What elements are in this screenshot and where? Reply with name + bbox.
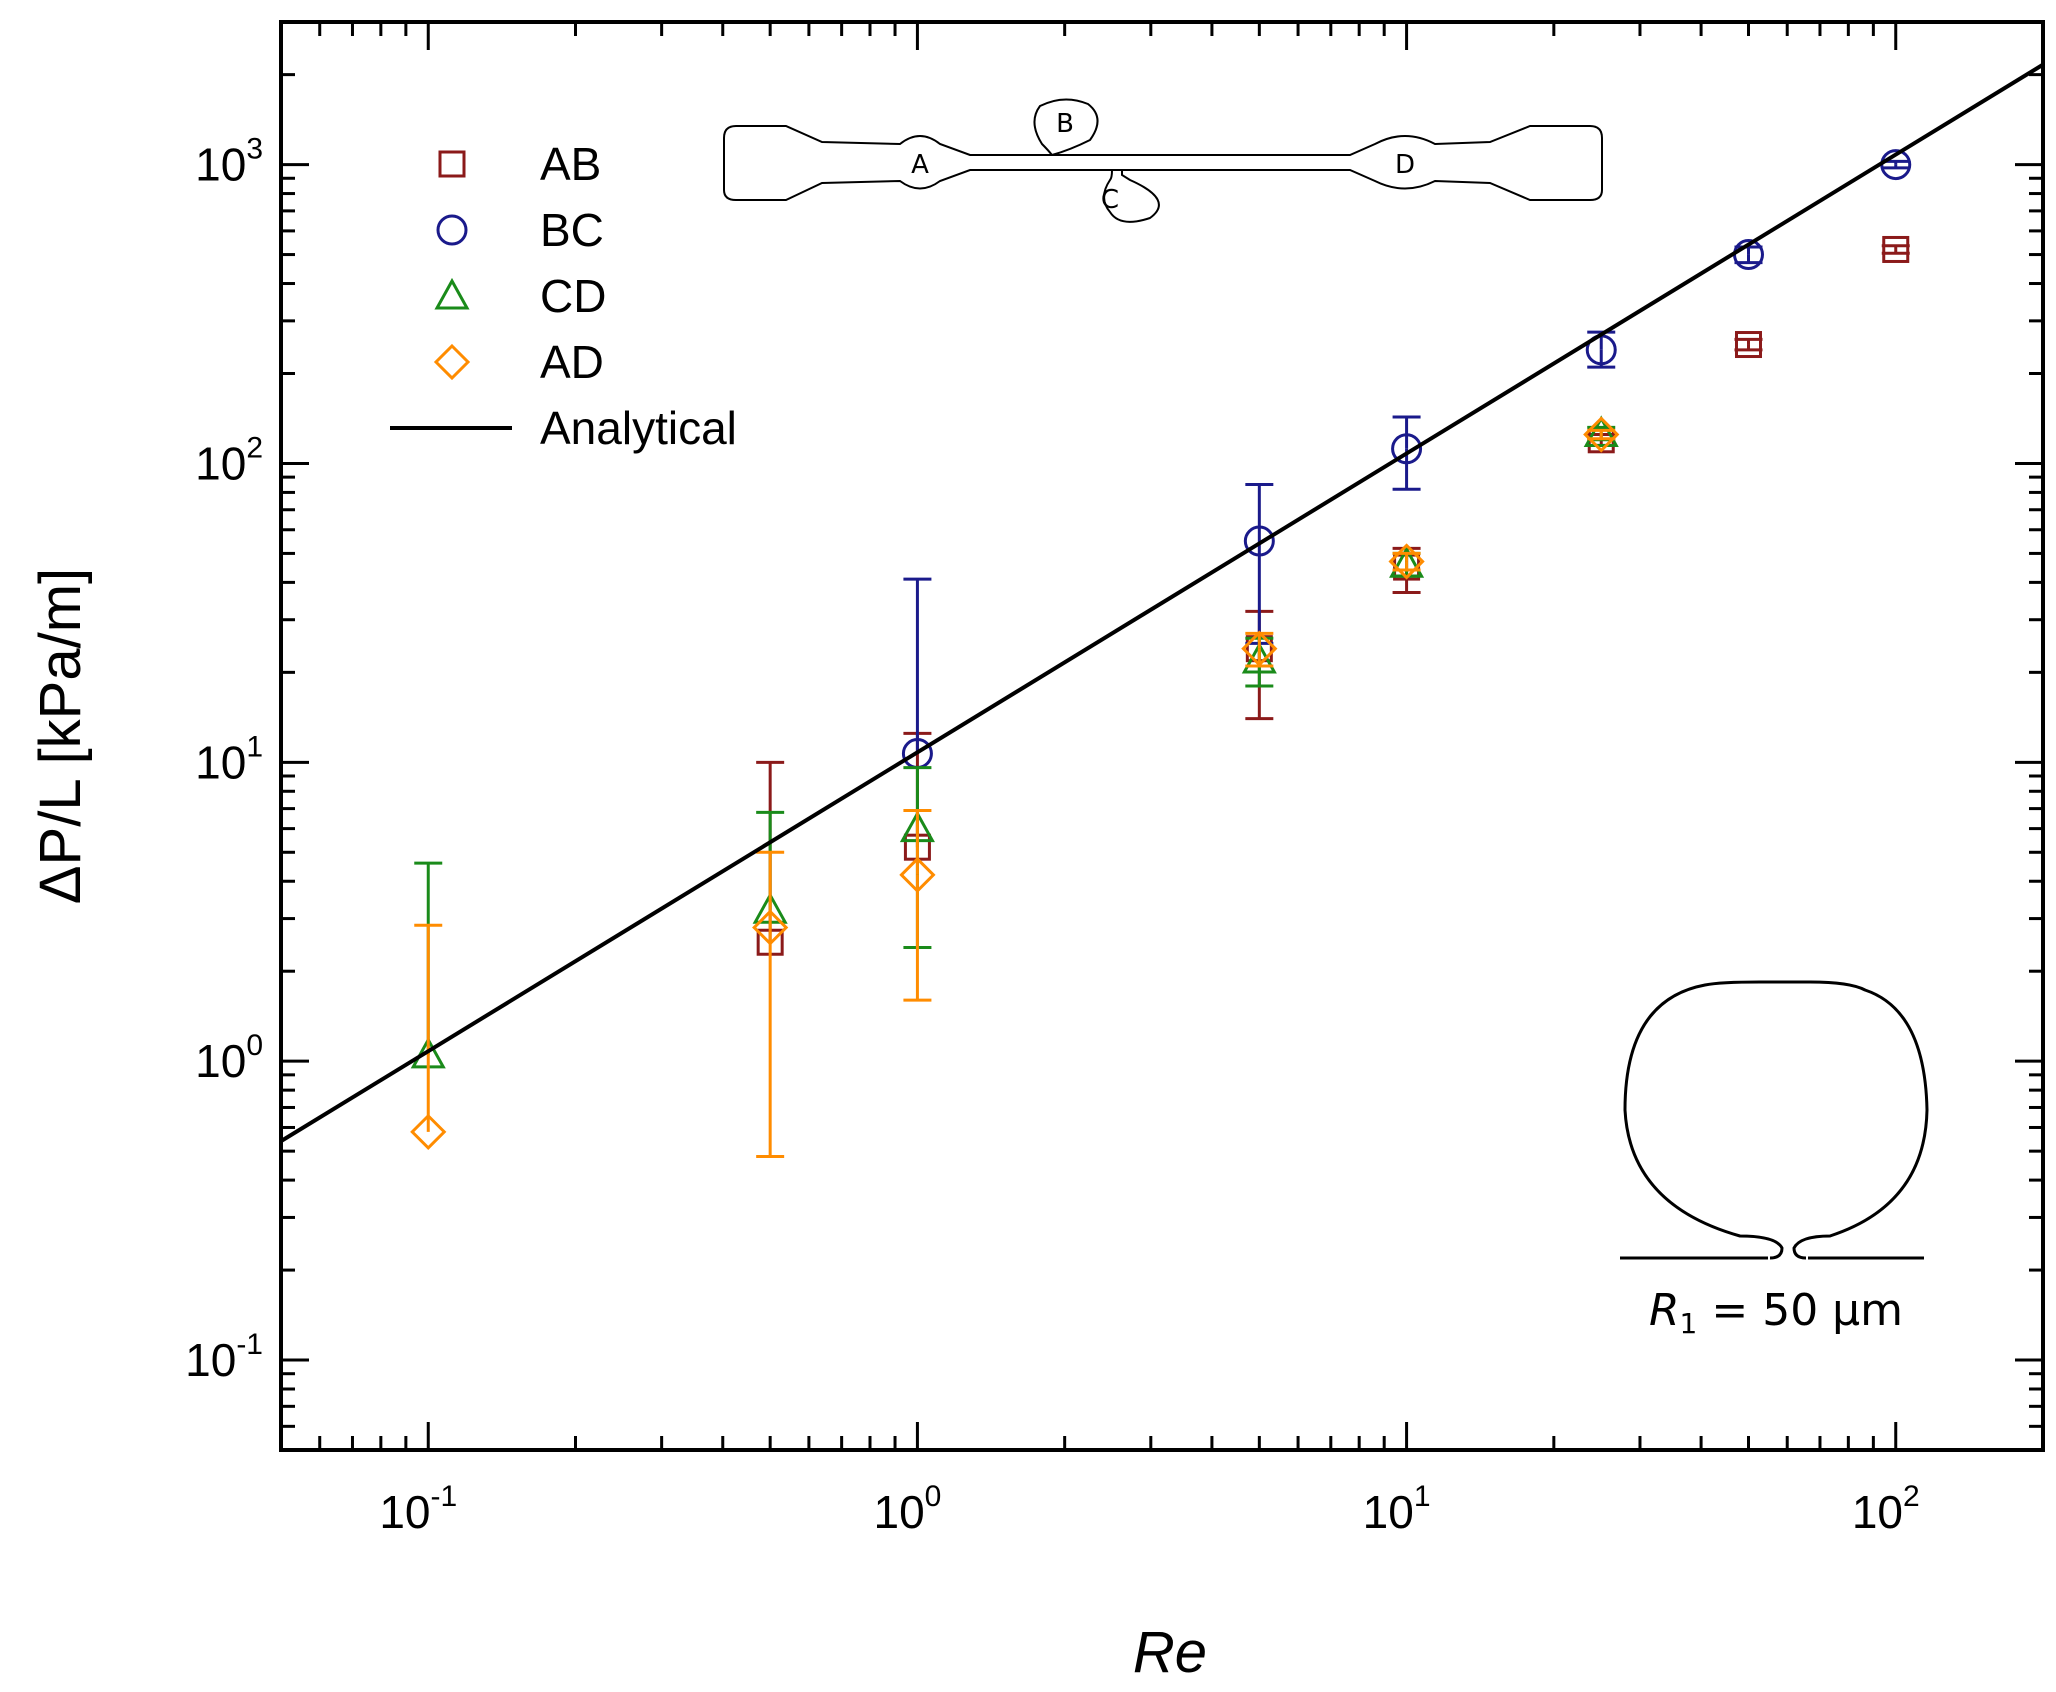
x-tick-label: 101 [1363,1480,1431,1538]
ad-point [1241,630,1278,667]
series-ab [756,235,1910,956]
y-tick-label: 102 [195,431,263,489]
legend-swatch-ab [438,150,466,178]
legend-swatch-bc [436,214,468,246]
legend-label-ab: AB [540,138,601,190]
ab-point [1882,235,1910,263]
x-axis-title: Re [1133,1620,1207,1685]
ad-point [410,1113,447,1150]
channel-label-b: B [1056,109,1074,139]
series-analytical [281,62,2043,1143]
plot-frame [279,20,2045,1452]
y-tick-label: 103 [195,133,263,191]
ad-point [752,909,789,946]
legend-label-analytical: Analytical [540,402,737,454]
tick-labels: 10-1 100 101 102 10-1 100 101 102 103 [185,133,1920,1538]
channel-label-c: C [1101,185,1119,215]
series-cd [410,415,1619,1069]
channel-schematic [723,98,1603,223]
cd-point [1583,415,1619,447]
y-tick-label: 101 [195,730,263,788]
axis-ticks [279,20,2045,1452]
y-axis-title: ΔP/L [kPa/m] [28,568,93,904]
ad-point [1583,416,1620,453]
ad-point [1388,543,1425,580]
cross-section-label: R1 = 50 μm [1649,1285,1903,1340]
x-tick-label: 102 [1852,1480,1920,1538]
data-series [281,62,2043,1158]
legend-label-cd: CD [540,270,606,322]
legend-label-ad: AD [540,336,604,388]
cross-section-schematic [1620,980,1929,1260]
channel-label-d: D [1395,150,1415,180]
channel-outline [723,125,1603,223]
series-bc [901,149,1912,770]
legend-swatch-ad [433,343,471,381]
bc-point [1243,525,1275,557]
series-ad [410,416,1620,1158]
x-tick-label: 100 [873,1480,941,1538]
legend: AB BC CD AD Analytical [390,138,737,454]
channel-port-b [1033,98,1099,156]
legend-label-bc: BC [540,204,604,256]
ad-point [899,856,936,894]
analytical-line [281,62,2043,1143]
channel-label-a: A [911,150,929,180]
cross-section-outline [1623,980,1929,1260]
legend-swatch-cd [434,277,470,310]
y-tick-label: 10-1 [185,1328,263,1386]
y-tick-label: 100 [195,1029,263,1087]
bc-point [1391,433,1423,465]
x-tick-label: 10-1 [379,1480,457,1538]
ab-point [1734,331,1762,359]
